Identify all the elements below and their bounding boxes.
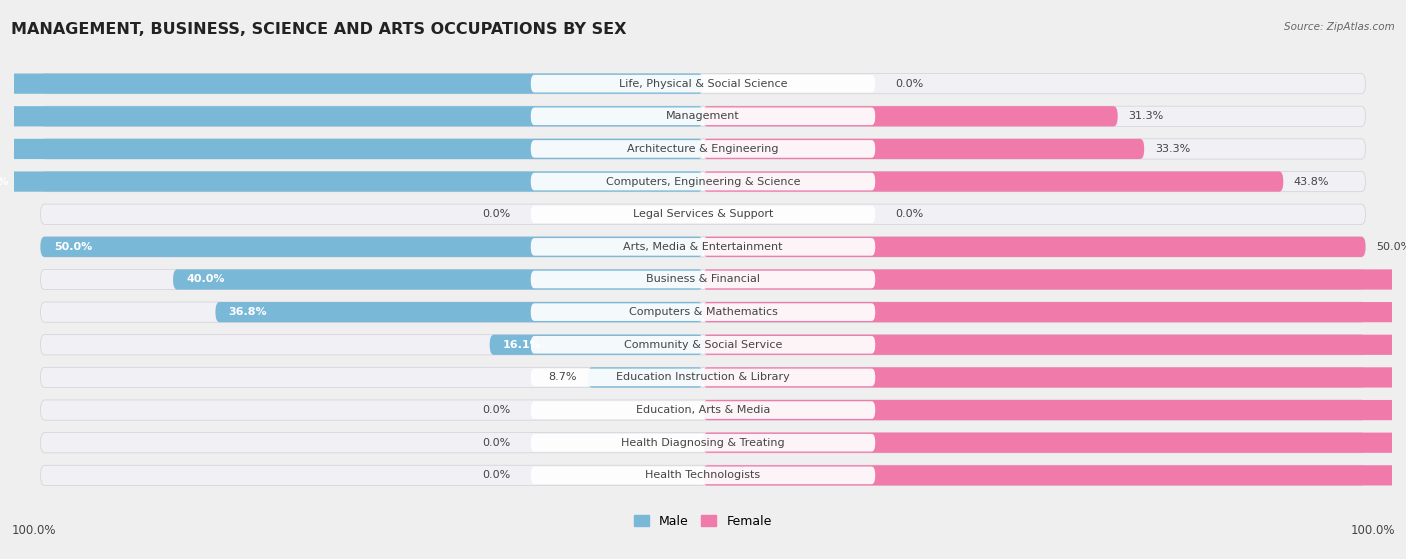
Text: Health Diagnosing & Treating: Health Diagnosing & Treating xyxy=(621,438,785,448)
FancyBboxPatch shape xyxy=(531,401,876,419)
FancyBboxPatch shape xyxy=(215,302,703,322)
FancyBboxPatch shape xyxy=(531,75,876,92)
FancyBboxPatch shape xyxy=(703,433,1406,453)
Text: 16.1%: 16.1% xyxy=(503,340,541,350)
FancyBboxPatch shape xyxy=(41,269,1365,290)
FancyBboxPatch shape xyxy=(0,139,703,159)
FancyBboxPatch shape xyxy=(41,433,1365,453)
Text: Education, Arts & Media: Education, Arts & Media xyxy=(636,405,770,415)
FancyBboxPatch shape xyxy=(531,304,876,321)
Text: 36.8%: 36.8% xyxy=(229,307,267,317)
Text: Legal Services & Support: Legal Services & Support xyxy=(633,209,773,219)
FancyBboxPatch shape xyxy=(41,302,1365,322)
FancyBboxPatch shape xyxy=(531,173,876,191)
FancyBboxPatch shape xyxy=(703,139,1144,159)
Text: Education Instruction & Library: Education Instruction & Library xyxy=(616,372,790,382)
FancyBboxPatch shape xyxy=(41,367,1365,387)
FancyBboxPatch shape xyxy=(41,204,1365,224)
Text: 0.0%: 0.0% xyxy=(482,470,510,480)
Text: 0.0%: 0.0% xyxy=(482,209,510,219)
Text: Business & Financial: Business & Financial xyxy=(645,274,761,285)
Text: 50.0%: 50.0% xyxy=(1376,242,1406,252)
FancyBboxPatch shape xyxy=(41,465,1365,485)
FancyBboxPatch shape xyxy=(0,172,703,192)
Text: Computers & Mathematics: Computers & Mathematics xyxy=(628,307,778,317)
FancyBboxPatch shape xyxy=(531,336,876,354)
FancyBboxPatch shape xyxy=(531,368,876,386)
FancyBboxPatch shape xyxy=(703,172,1284,192)
Text: Architecture & Engineering: Architecture & Engineering xyxy=(627,144,779,154)
Text: 8.7%: 8.7% xyxy=(548,372,576,382)
FancyBboxPatch shape xyxy=(531,238,876,255)
FancyBboxPatch shape xyxy=(703,335,1406,355)
Text: 50.0%: 50.0% xyxy=(53,242,91,252)
FancyBboxPatch shape xyxy=(531,434,876,452)
FancyBboxPatch shape xyxy=(531,271,876,288)
FancyBboxPatch shape xyxy=(41,237,1365,257)
FancyBboxPatch shape xyxy=(489,335,703,355)
Text: Health Technologists: Health Technologists xyxy=(645,470,761,480)
Text: Community & Social Service: Community & Social Service xyxy=(624,340,782,350)
Text: 0.0%: 0.0% xyxy=(896,209,924,219)
FancyBboxPatch shape xyxy=(41,237,703,257)
Text: 40.0%: 40.0% xyxy=(187,274,225,285)
FancyBboxPatch shape xyxy=(173,269,703,290)
FancyBboxPatch shape xyxy=(531,140,876,158)
Text: 100.0%: 100.0% xyxy=(1350,524,1395,537)
FancyBboxPatch shape xyxy=(703,302,1406,322)
FancyBboxPatch shape xyxy=(703,237,1365,257)
FancyBboxPatch shape xyxy=(41,74,1365,94)
FancyBboxPatch shape xyxy=(703,400,1406,420)
FancyBboxPatch shape xyxy=(0,74,703,94)
Text: 56.3%: 56.3% xyxy=(0,177,8,187)
FancyBboxPatch shape xyxy=(588,367,703,387)
Text: MANAGEMENT, BUSINESS, SCIENCE AND ARTS OCCUPATIONS BY SEX: MANAGEMENT, BUSINESS, SCIENCE AND ARTS O… xyxy=(11,22,627,37)
FancyBboxPatch shape xyxy=(41,400,1365,420)
Text: Source: ZipAtlas.com: Source: ZipAtlas.com xyxy=(1284,22,1395,32)
Text: Computers, Engineering & Science: Computers, Engineering & Science xyxy=(606,177,800,187)
Text: Life, Physical & Social Science: Life, Physical & Social Science xyxy=(619,79,787,89)
FancyBboxPatch shape xyxy=(41,139,1365,159)
FancyBboxPatch shape xyxy=(531,107,876,125)
FancyBboxPatch shape xyxy=(41,172,1365,192)
FancyBboxPatch shape xyxy=(41,106,1365,126)
FancyBboxPatch shape xyxy=(41,335,1365,355)
FancyBboxPatch shape xyxy=(703,106,1118,126)
FancyBboxPatch shape xyxy=(0,106,703,126)
Text: Arts, Media & Entertainment: Arts, Media & Entertainment xyxy=(623,242,783,252)
Text: 0.0%: 0.0% xyxy=(896,79,924,89)
Text: 31.3%: 31.3% xyxy=(1128,111,1164,121)
FancyBboxPatch shape xyxy=(703,367,1406,387)
Text: 0.0%: 0.0% xyxy=(482,438,510,448)
FancyBboxPatch shape xyxy=(703,465,1406,485)
Text: 43.8%: 43.8% xyxy=(1294,177,1330,187)
FancyBboxPatch shape xyxy=(703,269,1406,290)
FancyBboxPatch shape xyxy=(531,467,876,484)
Legend: Male, Female: Male, Female xyxy=(630,510,776,533)
Text: 0.0%: 0.0% xyxy=(482,405,510,415)
Text: Management: Management xyxy=(666,111,740,121)
FancyBboxPatch shape xyxy=(531,205,876,223)
Text: 100.0%: 100.0% xyxy=(11,524,56,537)
Text: 33.3%: 33.3% xyxy=(1154,144,1189,154)
